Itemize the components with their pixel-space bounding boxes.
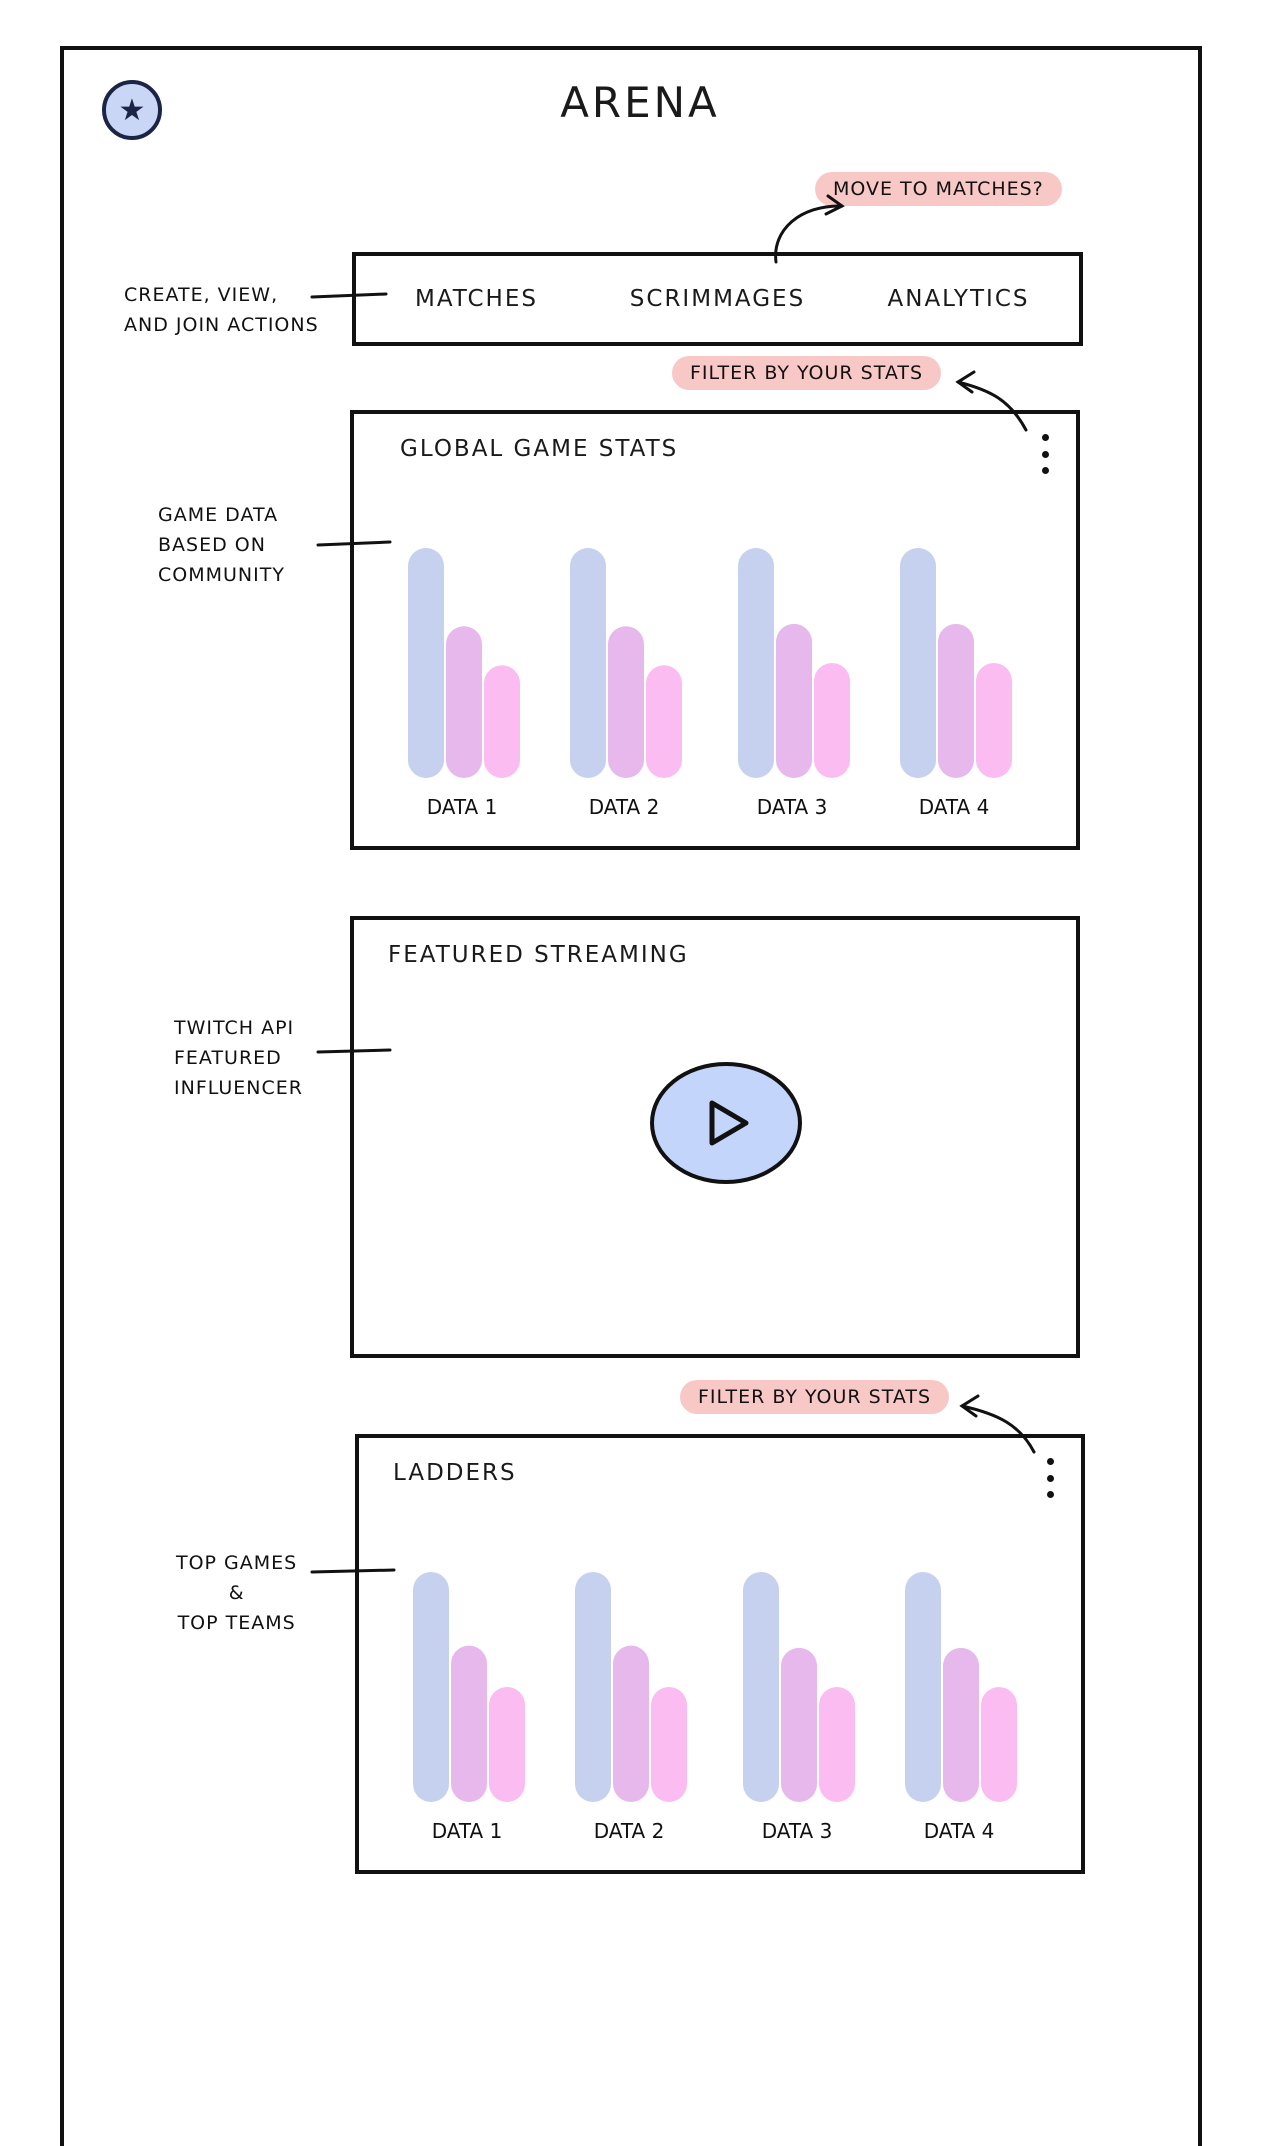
featured-streaming-panel: FEATURED STREAMING	[350, 916, 1080, 1358]
category-label: DATA 4	[924, 1819, 995, 1843]
kebab-menu-icon[interactable]	[1043, 1458, 1057, 1498]
ladders-title: LADDERS	[393, 1460, 517, 1486]
stats-annotation: GAME DATA BASED ON COMMUNITY	[158, 500, 285, 590]
global-stats-title: GLOBAL GAME STATS	[400, 436, 679, 462]
stream-annotation-line: INFLUENCER	[174, 1077, 303, 1099]
ladders-annotation-line: TOP GAMES	[176, 1552, 298, 1574]
ladders-annotation: TOP GAMES & TOP TEAMS	[176, 1548, 297, 1638]
global-stats-chart: DATA 1 DATA 2 DATA 3 DATA 4	[408, 548, 1012, 819]
global-stats-panel: GLOBAL GAME STATS DATA 1 DATA 2 DATA 3 DATA…	[350, 410, 1080, 850]
bar-3-1	[743, 1572, 779, 1802]
bar-4-2	[943, 1647, 979, 1802]
bar-4-1	[900, 548, 936, 778]
bar-4-2	[938, 623, 974, 778]
page-frame	[60, 46, 1202, 2146]
bar-2-1	[570, 548, 606, 778]
bar-4-1	[905, 1572, 941, 1802]
ladders-annotation-line: TOP TEAMS	[177, 1612, 296, 1634]
tab-scrimmages[interactable]: SCRIMMAGES	[629, 286, 806, 312]
bar-2-1	[575, 1572, 611, 1802]
ladders-chart: DATA 1 DATA 2 DATA 3 DATA 4	[413, 1572, 1017, 1843]
bar-2-3	[646, 665, 682, 778]
bar-4-3	[981, 1687, 1017, 1802]
stream-annotation-line: FEATURED	[174, 1047, 282, 1069]
ladders-annotation-line: &	[228, 1582, 245, 1604]
tab-matches[interactable]: MATCHES	[415, 286, 538, 312]
category-label: DATA 4	[919, 795, 990, 819]
stats-annotation-line: COMMUNITY	[158, 564, 285, 586]
bar-3-1	[738, 548, 774, 778]
stream-annotation: TWITCH API FEATURED INFLUENCER	[174, 1013, 303, 1103]
main-nav: MATCHES SCRIMMAGES ANALYTICS	[352, 252, 1083, 346]
bar-1-3	[489, 1687, 525, 1802]
bar-1-2	[446, 626, 482, 778]
category-label: DATA 2	[594, 1819, 665, 1843]
bar-3-2	[776, 623, 812, 778]
tab-analytics[interactable]: ANALYTICS	[887, 286, 1030, 312]
stats-annotation-line: BASED ON	[158, 534, 266, 556]
nav-annotation: CREATE, VIEW, AND JOIN ACTIONS	[124, 280, 319, 340]
bar-2-2	[613, 1645, 649, 1802]
stream-annotation-line: TWITCH API	[174, 1017, 295, 1039]
category-label: DATA 1	[432, 1819, 503, 1843]
bar-1-1	[413, 1572, 449, 1802]
bar-2-2	[608, 626, 644, 778]
ladders-panel: LADDERS DATA 1 DATA 2 DATA 3 DATA 4	[355, 1434, 1085, 1874]
kebab-menu-icon[interactable]	[1038, 434, 1052, 474]
play-button[interactable]	[650, 1062, 802, 1184]
bar-1-2	[451, 1645, 487, 1802]
bar-4-3	[976, 663, 1012, 778]
stats-annotation-line: GAME DATA	[158, 504, 279, 526]
category-label: DATA 2	[589, 795, 660, 819]
category-label: DATA 3	[762, 1819, 833, 1843]
nav-annotation-line: AND JOIN ACTIONS	[124, 314, 319, 336]
nav-annotation-line: CREATE, VIEW,	[124, 284, 279, 306]
star-badge-icon[interactable]: ★	[102, 80, 162, 140]
featured-streaming-title: FEATURED STREAMING	[388, 942, 689, 968]
stats-filter-note: FILTER BY YOUR STATS	[672, 356, 942, 390]
bar-1-3	[484, 665, 520, 778]
category-label: DATA 3	[757, 795, 828, 819]
category-label: DATA 1	[427, 795, 498, 819]
bar-3-3	[814, 663, 850, 778]
bar-1-1	[408, 548, 444, 778]
bar-3-2	[781, 1647, 817, 1802]
bar-3-3	[819, 1687, 855, 1802]
app-title: ARENA	[560, 78, 720, 127]
play-icon	[709, 1100, 749, 1146]
move-to-matches-note: MOVE TO MATCHES?	[815, 172, 1062, 206]
bar-2-3	[651, 1687, 687, 1802]
ladders-filter-note: FILTER BY YOUR STATS	[680, 1380, 950, 1414]
